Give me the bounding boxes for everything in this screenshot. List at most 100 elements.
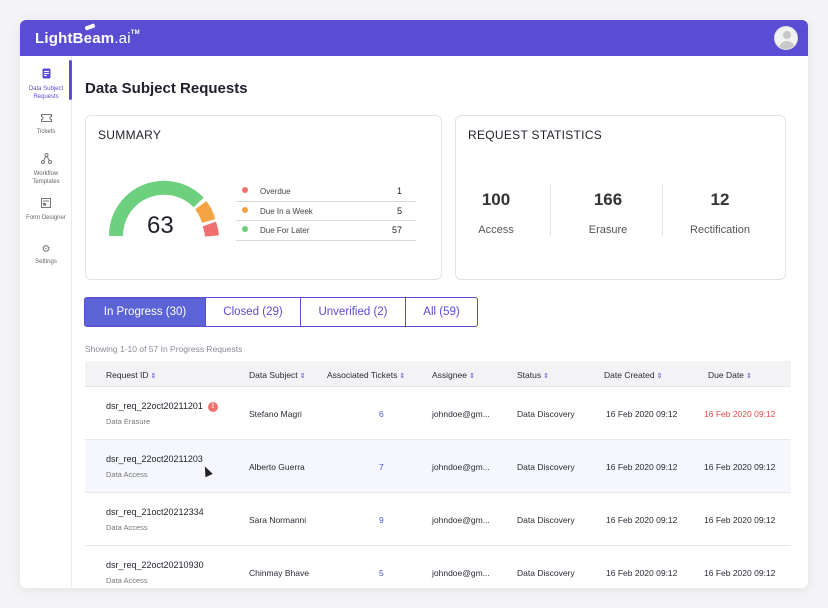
data-subject-cell: Chinmay Bhave — [249, 568, 310, 578]
workflow-icon — [20, 153, 72, 167]
document-icon — [20, 68, 72, 82]
column-header-label: Associated Tickets — [327, 370, 398, 380]
top-bar: LightBeam.aiTM — [20, 20, 808, 56]
tab-unverified[interactable]: Unverified (2) — [300, 297, 406, 327]
date-created-cell: 16 Feb 2020 09:12 — [606, 409, 678, 419]
due-date-cell: 16 Feb 2020 09:12 — [704, 515, 776, 525]
stat-label: Access — [478, 224, 514, 236]
table-row[interactable]: dsr_req_22oct20210930 Data Access Chinma… — [85, 546, 791, 588]
column-header-label: Request ID — [106, 370, 149, 380]
column-header-data-subject[interactable]: Data Subject ⇕ — [249, 370, 306, 380]
legend-count: 57 — [391, 225, 402, 235]
tab-in-progress[interactable]: In Progress (30) — [84, 297, 206, 327]
sidebar-item-label: Form Designer — [26, 215, 66, 221]
associated-tickets-link[interactable]: 7 — [379, 462, 384, 472]
brand-logo[interactable]: LightBeam.aiTM — [35, 23, 140, 47]
column-header-associated-tickets[interactable]: Associated Tickets ⇕ — [327, 370, 405, 380]
ticket-icon — [20, 114, 72, 125]
stat-erasure: 166 Erasure — [558, 190, 658, 236]
column-header-label: Status — [517, 370, 542, 380]
app-window: LightBeam.aiTM Data Subject Requests Tic… — [20, 20, 808, 588]
tab-all[interactable]: All (59) — [405, 297, 478, 327]
assignee-cell: johndoe@gm... — [432, 409, 490, 419]
request-id: dsr_req_22oct20211201 — [106, 401, 203, 411]
column-header-label: Assignee — [432, 370, 467, 380]
legend-row-overdue: Overdue 1 — [236, 182, 416, 202]
sort-icon: ⇕ — [656, 373, 663, 380]
stat-access: 100 Access — [446, 190, 546, 236]
request-id-cell[interactable]: dsr_req_22oct20211203 — [106, 454, 203, 464]
request-id: dsr_req_21oct20212334 — [106, 507, 204, 517]
assignee-cell: johndoe@gm... — [432, 568, 490, 578]
form-icon — [20, 198, 72, 211]
column-header-assignee[interactable]: Assignee ⇕ — [432, 370, 475, 380]
sidebar-item-tickets[interactable]: Tickets — [20, 114, 72, 136]
gauge-overdue-arc — [202, 221, 219, 237]
due-date-cell: 16 Feb 2020 09:12 — [704, 462, 776, 472]
column-header-request-id[interactable]: Request ID ⇕ — [106, 370, 156, 380]
date-created-cell: 16 Feb 2020 09:12 — [606, 568, 678, 578]
sidebar-item-settings[interactable]: ⚙ Settings — [20, 244, 72, 266]
sort-icon: ⇕ — [299, 373, 306, 380]
assignee-cell: johndoe@gm... — [432, 462, 490, 472]
sidebar-item-label: Tickets — [36, 129, 56, 135]
data-subject-cell: Alberto Guerra — [249, 462, 305, 472]
table-row[interactable]: dsr_req_21oct20212334 Data Access Sara N… — [85, 493, 791, 546]
sidebar-item-label: Workflow Templates — [32, 171, 60, 185]
avatar-body — [779, 41, 795, 49]
column-header-due-date[interactable]: Due Date ⇕ — [708, 370, 752, 380]
table-row[interactable]: dsr_req_22oct20211201! Data Erasure Stef… — [85, 387, 791, 440]
assignee-cell: johndoe@gm... — [432, 515, 490, 525]
avatar-head — [783, 31, 791, 39]
sort-icon: ⇕ — [745, 373, 752, 380]
status-cell: Data Discovery — [517, 515, 575, 525]
sidebar-item-workflow-templates[interactable]: Workflow Templates — [20, 153, 72, 186]
showing-count: Showing 1-10 of 57 In Progress Requests — [85, 344, 243, 354]
sort-icon: ⇕ — [468, 373, 475, 380]
user-avatar-icon[interactable] — [774, 26, 798, 50]
sidebar-item-form-designer[interactable]: Form Designer — [20, 198, 72, 222]
column-header-status[interactable]: Status ⇕ — [517, 370, 549, 380]
legend-count: 5 — [396, 205, 402, 216]
associated-tickets-link[interactable]: 9 — [379, 515, 384, 525]
table-row[interactable]: dsr_req_22oct20211203 Data Access Albert… — [85, 440, 791, 493]
due-later-dot-icon — [242, 226, 248, 232]
request-id-cell[interactable]: dsr_req_22oct20210930 — [106, 560, 204, 570]
brand-tm: TM — [130, 30, 140, 36]
summary-total: 63 — [147, 212, 174, 239]
summary-card: SUMMARY 63 Overdue 1 Due In a Week 5 Due… — [85, 115, 442, 280]
table-header: Request ID ⇕ Data Subject ⇕ Associated Tic… — [85, 361, 791, 387]
sort-icon: ⇕ — [543, 373, 549, 380]
request-type: Data Access — [106, 523, 148, 532]
column-header-label: Date Created — [604, 370, 655, 380]
request-statistics-card: REQUEST STATISTICS 100 Access 166 Erasur… — [455, 115, 786, 280]
due-week-dot-icon — [242, 206, 248, 213]
date-created-cell: 16 Feb 2020 09:12 — [606, 515, 678, 525]
legend-row-due-week: Due In a Week 5 — [236, 202, 416, 221]
associated-tickets-link[interactable]: 5 — [379, 568, 384, 578]
stat-rectification: 12 Rectification — [670, 190, 770, 236]
stat-label: Erasure — [588, 224, 628, 236]
column-header-date-created[interactable]: Date Created ⇕ — [604, 370, 662, 380]
legend-row-due-later: Due For Later 57 — [236, 221, 416, 241]
request-id-cell[interactable]: dsr_req_21oct20212334 — [106, 507, 204, 517]
legend-label: Overdue — [260, 187, 291, 196]
stat-divider — [662, 184, 663, 236]
data-subject-cell: Sara Normanni — [249, 515, 307, 525]
sidebar: Data Subject Requests Tickets Workflow T… — [20, 56, 72, 588]
tab-closed[interactable]: Closed (29) — [205, 297, 301, 327]
date-created-cell: 16 Feb 2020 09:12 — [606, 462, 678, 472]
sort-icon: ⇕ — [399, 373, 406, 380]
associated-tickets-link[interactable]: 6 — [379, 409, 384, 419]
stat-label: Rectification — [690, 224, 750, 236]
stat-value: 12 — [710, 190, 730, 209]
sort-icon: ⇕ — [150, 373, 157, 380]
due-date-cell: 16 Feb 2020 09:12 — [704, 568, 776, 578]
status-cell: Data Discovery — [517, 568, 575, 578]
gauge-due-later-arc — [108, 180, 204, 237]
summary-gauge — [108, 180, 219, 237]
request-id-cell[interactable]: dsr_req_22oct20211201! — [106, 401, 218, 412]
sidebar-item-data-subject-requests[interactable]: Data Subject Requests — [20, 68, 72, 101]
column-header-label: Due Date — [708, 370, 744, 380]
status-cell: Data Discovery — [517, 409, 575, 419]
